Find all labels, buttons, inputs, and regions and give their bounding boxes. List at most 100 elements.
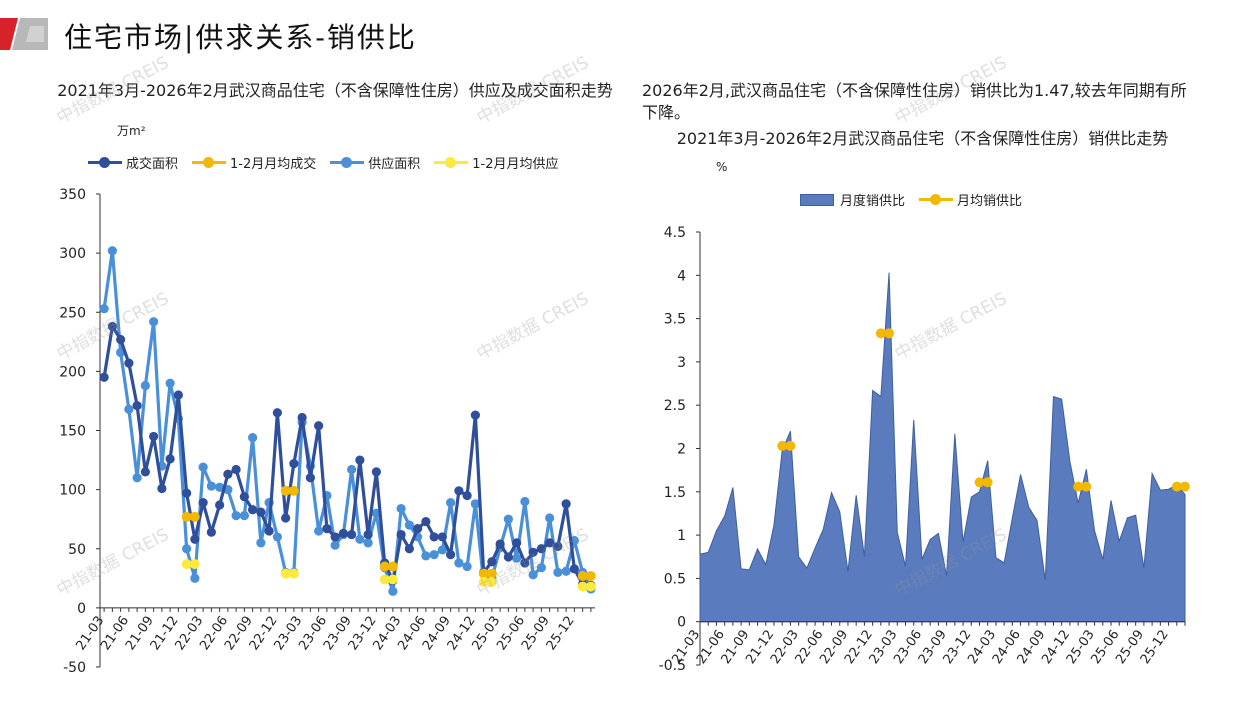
avg-ratio-point	[777, 440, 788, 451]
deal-area-point	[561, 499, 571, 509]
supply-area-point	[561, 566, 571, 576]
deal-area-point	[355, 455, 365, 465]
deal-area-point	[190, 534, 200, 544]
avg-supply-point	[288, 568, 299, 579]
avg-ratio-point	[883, 328, 894, 339]
supply-area-point	[215, 482, 225, 492]
legend-item-avg-ratio: 月均销供比	[919, 190, 1022, 209]
deal-area-point	[281, 513, 291, 523]
left-chart: -5005010015020025030035021-0321-0621-092…	[59, 187, 596, 676]
deal-area-point	[536, 544, 546, 554]
y-tick-label: 3	[677, 355, 686, 371]
supply-area-point	[198, 462, 208, 472]
deal-area-point	[462, 490, 472, 501]
avg-ratio-point	[1081, 481, 1092, 492]
supply-area-point	[347, 464, 357, 475]
legend-label-monthly-ratio: 月度销供比	[840, 194, 906, 209]
y-tick-label: 0	[677, 615, 686, 631]
deal-area-point	[107, 321, 117, 332]
legend-swatch-avg-ratio	[919, 194, 954, 205]
supply-area-point	[396, 503, 406, 514]
supply-area-line	[102, 249, 593, 593]
avg-deal-point	[288, 485, 299, 496]
deal-area-point	[149, 431, 159, 442]
deal-area-point	[116, 334, 126, 345]
deal-area-point	[569, 564, 579, 574]
avg-deal-point	[585, 570, 596, 581]
avg-supply-point	[181, 559, 192, 570]
deal-area-point	[99, 372, 109, 382]
supply-area-point	[140, 380, 150, 391]
deal-area-point	[256, 507, 266, 517]
left-chart-legend: 成交面积 1-2月月均成交 供应面积 1-2月月均供应	[88, 153, 573, 172]
supply-area-point	[206, 481, 216, 491]
monthly-ratio-area	[699, 272, 1186, 623]
deal-area-point	[322, 524, 332, 534]
deal-area-point	[437, 532, 447, 542]
supply-area-point	[256, 538, 266, 548]
deal-area-point	[314, 421, 324, 431]
avg-supply-point	[486, 576, 497, 587]
deal-area-point	[248, 505, 258, 515]
avg-ratio-point	[1073, 481, 1084, 492]
y-tick-label: 250	[59, 305, 86, 321]
supply-area-point	[330, 540, 340, 550]
avg-supply-point	[577, 581, 588, 592]
deal-area-point	[223, 469, 233, 479]
avg-ratio-point	[785, 440, 796, 451]
avg-supply-point	[280, 568, 291, 579]
deal-area-point	[487, 557, 497, 567]
y-tick-label: 300	[59, 246, 86, 262]
brand-logo	[0, 18, 48, 50]
y-tick-label: 150	[59, 424, 86, 440]
deal-area-point	[173, 390, 183, 400]
deal-area-point	[371, 467, 381, 477]
deal-area-point	[363, 529, 373, 540]
supply-area-point	[248, 432, 258, 443]
legend-label-avg-supply: 1-2月月均供应	[472, 157, 559, 172]
avg-supply-point	[379, 574, 390, 585]
legend-item-monthly-ratio: 月度销供比	[800, 190, 905, 209]
y-tick-label: 50	[68, 542, 86, 558]
legend-label-avg-ratio: 月均销供比	[957, 194, 1023, 209]
legend-label-supply: 供应面积	[368, 157, 421, 172]
y-tick-label: 350	[59, 187, 86, 203]
avg-deal-point	[280, 485, 291, 496]
deal-area-point	[512, 538, 522, 548]
avg-supply-point	[478, 576, 489, 587]
legend-item-supply: 供应面积	[330, 153, 420, 172]
deal-area-point	[264, 526, 274, 536]
legend-item-avg-deal: 1-2月月均成交	[192, 153, 316, 172]
avg-deal-point	[189, 511, 200, 522]
supply-area-point	[536, 563, 546, 573]
deal-area-point	[545, 538, 555, 548]
supply-area-point	[545, 513, 555, 523]
supply-area-point	[520, 496, 530, 507]
left-chart-unit: 万m²	[117, 124, 146, 138]
legend-swatch-avg-deal	[192, 157, 227, 168]
y-tick-label: -50	[63, 660, 86, 676]
y-tick-label: 4	[677, 268, 686, 284]
deal-area-point	[421, 516, 431, 527]
y-tick-label: 3.5	[664, 312, 686, 328]
legend-item-avg-supply: 1-2月月均供应	[434, 153, 559, 172]
avg-ratio-point	[1171, 481, 1182, 492]
deal-area-point	[198, 498, 208, 508]
supply-area-point	[553, 567, 563, 577]
right-chart-note: 2026年2月,武汉商品住宅（不含保障性住房）销供比为1.47,较去年同期有所下…	[642, 81, 1187, 122]
supply-area-point	[388, 586, 398, 596]
supply-area-point	[503, 514, 513, 524]
legend-label-deal: 成交面积	[126, 157, 179, 172]
supply-area-point	[421, 551, 431, 561]
avg-deal-point	[387, 561, 398, 572]
page-title: 住宅市场|供求关系-销供比	[64, 21, 417, 54]
legend-item-deal: 成交面积	[88, 153, 178, 172]
deal-area-point	[272, 408, 282, 418]
left-chart-title: 2021年3月-2026年2月武汉商品住宅（不含保障性住房）供应及成交面积走势	[57, 81, 613, 100]
avg-ratio-point	[875, 328, 886, 339]
supply-area-point	[149, 317, 159, 327]
y-tick-label: 1	[677, 528, 686, 544]
deal-area-point	[553, 541, 563, 551]
deal-area-point	[297, 412, 307, 423]
deal-area-point	[305, 473, 315, 483]
